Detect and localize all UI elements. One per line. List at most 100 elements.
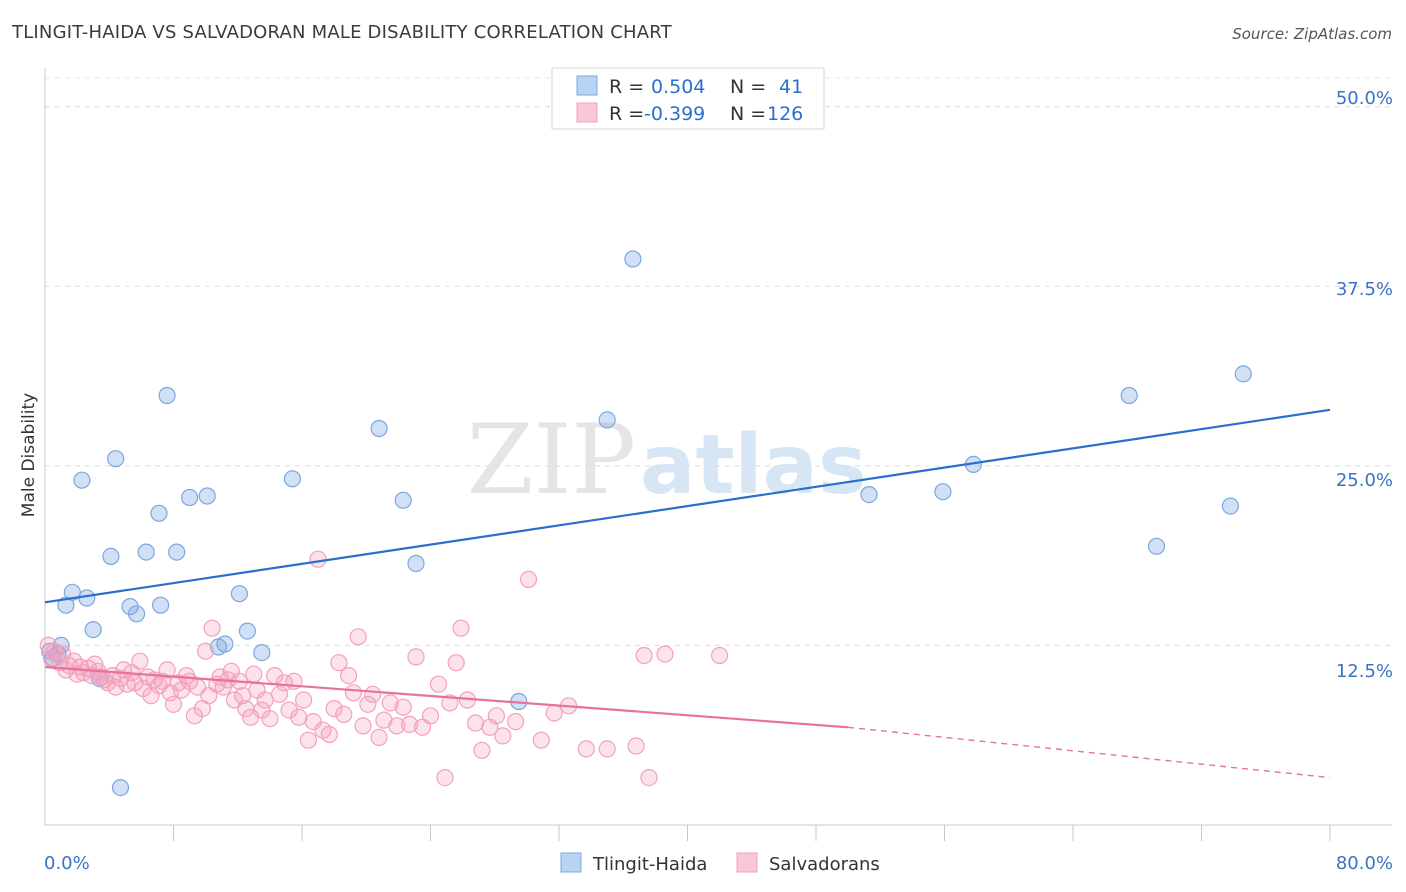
data-point[interactable] [635,646,653,665]
data-point[interactable] [349,628,367,646]
data-point[interactable] [309,550,327,568]
data-point[interactable] [107,450,125,468]
data-point[interactable] [532,731,550,749]
chart-source: Source: ZipAtlas.com [1232,25,1392,43]
data-point[interactable] [452,619,470,637]
legend-swatch-tlingit[interactable] [560,852,582,873]
x-tick-label-start: 0.0% [44,853,90,874]
data-point[interactable] [330,654,348,672]
data-point[interactable] [152,596,170,614]
y-tick-label: 37.5% [1336,279,1393,300]
data-point[interactable] [447,654,465,672]
data-point[interactable] [624,250,642,268]
data-point[interactable] [164,695,183,713]
data-point[interactable] [473,741,491,759]
data-point[interactable] [598,411,616,429]
data-point[interactable] [230,585,248,603]
data-point[interactable] [1120,386,1138,405]
data-point[interactable] [280,701,298,719]
data-point[interactable] [429,675,448,693]
data-point[interactable] [295,691,313,709]
data-point[interactable] [381,694,399,712]
data-point[interactable] [860,486,878,504]
data-point[interactable] [1147,537,1166,555]
data-point[interactable] [466,714,485,732]
data-point[interactable] [344,684,362,702]
data-point[interactable] [1234,365,1252,383]
data-point[interactable] [656,645,674,663]
data-point[interactable] [354,717,372,735]
data-point[interactable] [73,471,91,489]
y-axis-label: Male Disability [19,393,39,517]
data-point[interactable] [107,678,125,696]
data-point[interactable] [198,487,216,505]
data-point[interactable] [238,622,256,640]
data-point[interactable] [290,708,308,726]
data-point[interactable] [710,646,729,665]
series-legend: Tlingit-Haida Salvadorans [560,852,880,875]
data-point[interactable] [181,488,199,507]
data-point[interactable] [436,768,454,787]
data-point[interactable] [63,583,81,601]
legend-label-salvadoran[interactable]: Salvadorans [769,854,880,875]
data-point[interactable] [325,699,343,718]
trend-line-tlingit [44,408,1331,604]
data-point[interactable] [299,731,317,749]
data-point[interactable] [506,712,525,731]
data-point[interactable] [131,652,149,670]
data-point[interactable] [394,491,412,509]
data-point[interactable] [197,642,215,660]
data-point[interactable] [577,740,595,758]
data-point[interactable] [102,547,120,566]
data-point[interactable] [39,636,57,655]
data-point[interactable] [359,695,377,713]
data-point[interactable] [158,386,176,405]
stats-n-value: 126 [767,103,803,125]
data-point[interactable] [253,643,271,662]
data-point[interactable] [340,666,358,685]
data-point[interactable] [627,737,645,755]
data-point[interactable] [640,768,658,787]
data-point[interactable] [388,717,406,735]
data-point[interactable] [407,648,425,666]
data-point[interactable] [216,635,234,653]
data-point[interactable] [84,620,102,639]
stats-n-label: N = [730,76,766,98]
data-point[interactable] [304,712,322,731]
stats-swatch-salvadoran [576,102,598,123]
data-point[interactable] [261,710,279,728]
data-point[interactable] [1221,497,1240,515]
data-point[interactable] [421,707,440,725]
data-point[interactable] [225,691,244,709]
data-point[interactable] [370,728,388,747]
data-point[interactable] [137,543,155,561]
data-point[interactable] [52,636,70,655]
data-point[interactable] [158,661,176,679]
data-point[interactable] [394,698,412,716]
data-point[interactable] [370,419,388,438]
data-point[interactable] [121,597,139,616]
data-point[interactable] [320,725,338,744]
data-point[interactable] [203,619,221,637]
data-point[interactable] [150,504,168,522]
legend-swatch-salvadoran[interactable] [736,852,758,873]
data-point[interactable] [283,470,301,488]
data-point[interactable] [401,715,419,734]
data-point[interactable] [364,685,382,703]
data-point[interactable] [934,483,952,501]
data-point[interactable] [519,570,538,589]
data-point[interactable] [407,554,425,573]
data-point[interactable] [487,707,505,725]
data-point[interactable] [111,778,130,797]
data-point[interactable] [168,543,186,561]
data-point[interactable] [545,704,563,722]
data-point[interactable] [494,727,512,745]
data-point[interactable] [256,691,274,709]
data-point[interactable] [598,740,616,758]
data-point[interactable] [335,705,353,724]
data-point[interactable] [245,665,263,683]
data-point[interactable] [128,605,146,623]
data-point[interactable] [441,694,459,712]
legend-label-tlingit[interactable]: Tlingit-Haida [592,854,707,875]
